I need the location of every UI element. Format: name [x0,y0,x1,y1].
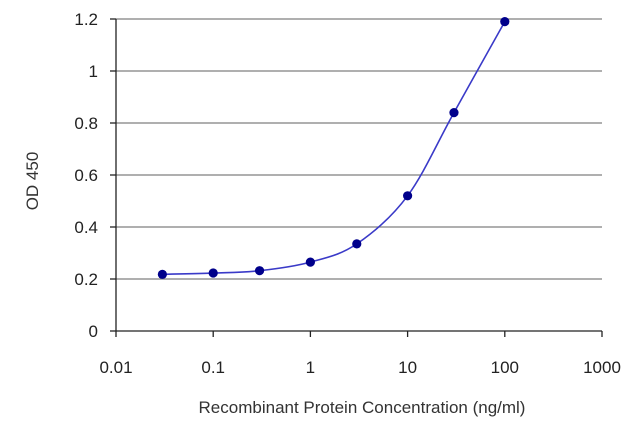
data-point [352,239,362,249]
y-tick-label: 0.2 [74,270,98,289]
data-point [403,191,413,201]
data-point [157,269,167,279]
x-tick-label: 1 [306,358,315,377]
data-point [449,108,459,118]
y-tick-label: 0.4 [74,218,98,237]
y-tick-label: 0.8 [74,114,98,133]
x-axis-ticks: 0.01 0.1 1 10 100 1000 [99,331,621,377]
x-tick-label: 10 [398,358,417,377]
x-axis-title: Recombinant Protein Concentration (ng/ml… [199,398,526,417]
x-tick-label: 100 [491,358,519,377]
data-point [254,266,265,276]
series-line [162,21,506,276]
x-tick-label: 1000 [583,358,621,377]
y-tick-label: 1.2 [74,10,98,29]
data-point [208,268,218,278]
series-layer [157,17,510,279]
gridlines [116,18,602,280]
y-axis-ticks: 0 0.2 0.4 0.6 0.8 1 1.2 [74,10,116,341]
y-tick-label: 0 [89,322,98,341]
data-point [500,17,510,27]
y-tick-label: 1 [89,62,98,81]
x-tick-label: 0.1 [201,358,225,377]
y-axis-title: OD 450 [23,152,42,211]
x-tick-label: 0.01 [99,358,132,377]
data-point [305,257,315,267]
y-tick-label: 0.6 [74,166,98,185]
